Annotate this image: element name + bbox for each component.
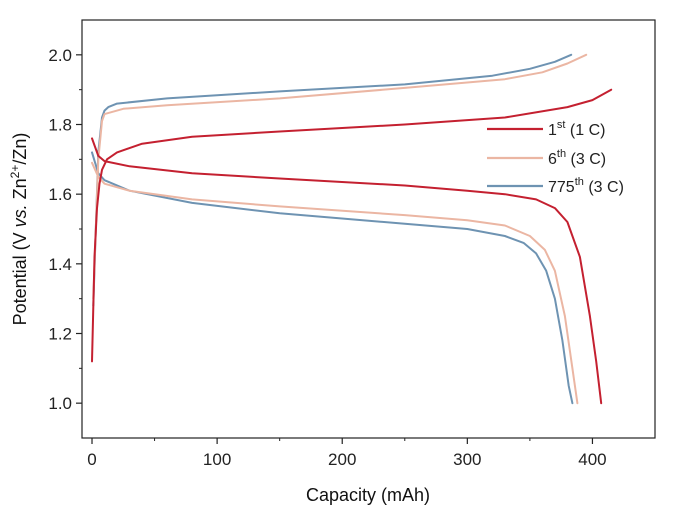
x-tick-label: 0	[87, 450, 96, 469]
y-tick-label: 1.0	[48, 394, 72, 413]
x-tick-label: 300	[453, 450, 481, 469]
series-2-discharge-line	[91, 161, 579, 405]
series-1-discharge-line	[91, 137, 603, 405]
series-3-charge-line	[92, 53, 573, 307]
x-tick-label: 400	[578, 450, 606, 469]
y-tick-label: 1.8	[48, 116, 72, 135]
series-1-charge-line	[91, 88, 613, 363]
axis-ticks: 0 100 200 300 400 1.0 1.2 1.4 1.6 1.8 2.0	[48, 46, 606, 469]
legend-label-2: 6th (3 C)	[548, 148, 606, 168]
y-axis-label: Potential (V vs. Zn2+/Zn)	[8, 133, 30, 326]
legend-label-1: 1st (1 C)	[548, 119, 605, 139]
y-tick-label: 1.2	[48, 325, 72, 344]
x-axis-label: Capacity (mAh)	[306, 485, 430, 505]
legend: 1st (1 C) 6th (3 C) 775th (3 C)	[487, 119, 624, 196]
y-tick-label: 1.6	[48, 185, 72, 204]
y-tick-label: 2.0	[48, 46, 72, 65]
x-tick-label: 200	[328, 450, 356, 469]
legend-label-3: 775th (3 C)	[548, 176, 624, 196]
series-2-charge-line	[92, 53, 588, 300]
y-tick-label: 1.4	[48, 255, 72, 274]
series-3-discharge-line	[91, 151, 574, 405]
x-tick-label: 100	[203, 450, 231, 469]
series-layer	[91, 53, 613, 405]
